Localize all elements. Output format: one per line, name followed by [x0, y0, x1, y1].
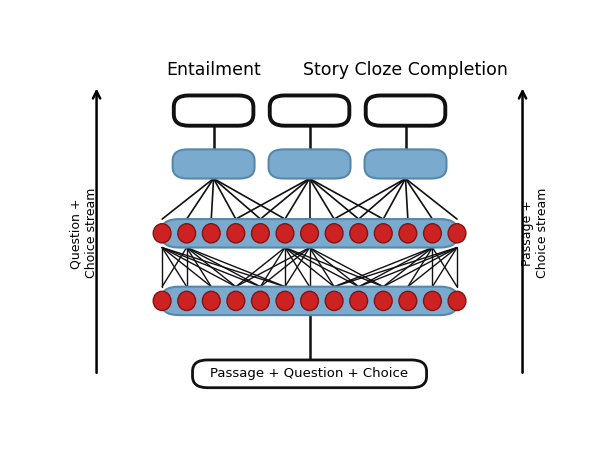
FancyBboxPatch shape — [365, 149, 446, 178]
Ellipse shape — [301, 292, 318, 310]
Text: Passage + Question + Choice: Passage + Question + Choice — [210, 367, 409, 380]
Text: Question +
Choice stream: Question + Choice stream — [70, 188, 98, 279]
Ellipse shape — [153, 292, 171, 310]
Ellipse shape — [374, 292, 392, 310]
Ellipse shape — [276, 224, 294, 243]
Text: Passage +
Choice stream: Passage + Choice stream — [521, 188, 549, 279]
Ellipse shape — [202, 292, 220, 310]
Ellipse shape — [399, 224, 417, 243]
Ellipse shape — [399, 292, 417, 310]
FancyBboxPatch shape — [161, 219, 458, 248]
Ellipse shape — [301, 224, 318, 243]
Ellipse shape — [178, 292, 196, 310]
Ellipse shape — [423, 224, 442, 243]
Ellipse shape — [178, 224, 196, 243]
Ellipse shape — [202, 224, 220, 243]
Ellipse shape — [251, 224, 269, 243]
FancyBboxPatch shape — [161, 286, 458, 315]
Text: Story Cloze Completion: Story Cloze Completion — [303, 61, 508, 79]
Ellipse shape — [325, 224, 343, 243]
FancyBboxPatch shape — [270, 96, 349, 126]
Ellipse shape — [325, 292, 343, 310]
Ellipse shape — [423, 292, 442, 310]
FancyBboxPatch shape — [173, 149, 254, 178]
Text: Entailment: Entailment — [166, 61, 261, 79]
Ellipse shape — [350, 224, 368, 243]
FancyBboxPatch shape — [174, 96, 254, 126]
FancyBboxPatch shape — [269, 149, 350, 178]
Ellipse shape — [227, 292, 245, 310]
Ellipse shape — [350, 292, 368, 310]
Ellipse shape — [227, 224, 245, 243]
FancyBboxPatch shape — [193, 360, 426, 388]
FancyBboxPatch shape — [366, 96, 445, 126]
Ellipse shape — [448, 292, 466, 310]
Ellipse shape — [276, 292, 294, 310]
Ellipse shape — [448, 224, 466, 243]
Ellipse shape — [374, 224, 392, 243]
Ellipse shape — [153, 224, 171, 243]
Ellipse shape — [251, 292, 269, 310]
